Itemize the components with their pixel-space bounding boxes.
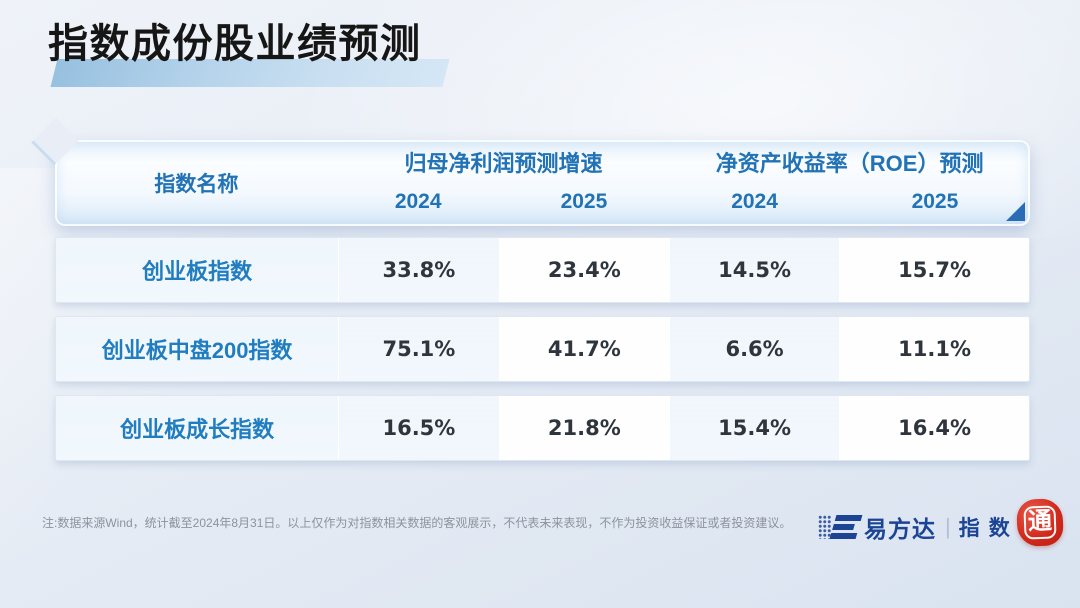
brand-name: 易方达 xyxy=(864,516,936,542)
brand-logo: 易方达 | 指数 通 xyxy=(818,498,1064,547)
cell-value: 15.7% xyxy=(898,258,972,282)
page-title: 指数成份股业绩预测 xyxy=(48,22,422,66)
cell-value: 14.5% xyxy=(718,258,792,282)
cell-value: 15.4% xyxy=(718,416,792,440)
background-diagonal-band xyxy=(0,168,438,608)
index-name: 创业板指数 xyxy=(142,259,253,284)
data-source-footnote: 注:数据来源Wind，统计截至2024年8月31日。以上仅作为对指数相关数据的客… xyxy=(42,516,792,530)
cell-value: 16.5% xyxy=(382,416,456,440)
cell-value: 11.1% xyxy=(898,337,972,361)
column-header-index-name: 指数名称 xyxy=(154,173,239,196)
column-header-year: 2024 xyxy=(731,190,778,213)
table-row: 创业板成长指数 16.5% 21.8% 15.4% 16.4% xyxy=(55,395,1030,461)
index-name: 创业板成长指数 xyxy=(120,417,275,442)
efund-logo-icon xyxy=(818,515,863,539)
cell-value: 23.4% xyxy=(547,258,621,282)
header-corner-triangle-icon xyxy=(1006,202,1025,221)
table-header: 指数名称 归母净利润预测增速 净资产收益率（ROE）预测 2024 2025 2… xyxy=(31,117,1030,226)
table-row: 创业板中盘200指数 75.1% 41.7% 6.6% 11.1% xyxy=(55,316,1030,382)
cell-value: 41.7% xyxy=(547,337,621,361)
logo-divider: | xyxy=(945,514,951,539)
cell-value: 21.8% xyxy=(547,416,621,440)
column-header-year: 2024 xyxy=(394,190,442,213)
e-letter-icon xyxy=(829,515,863,539)
column-header-year: 2025 xyxy=(911,190,959,213)
column-header-year: 2025 xyxy=(560,190,608,213)
seal-character: 通 xyxy=(1023,505,1057,540)
column-group-net-profit-growth: 归母净利润预测增速 xyxy=(404,151,603,176)
halftone-dots-icon xyxy=(818,515,831,539)
cell-value: 16.4% xyxy=(898,416,972,440)
index-name: 创业板中盘200指数 xyxy=(101,338,293,363)
cell-value: 33.8% xyxy=(382,258,456,282)
table-row: 创业板指数 33.8% 23.4% 14.5% 15.7% xyxy=(55,237,1030,303)
seal-icon: 通 xyxy=(1015,498,1064,547)
title-block: 指数成份股业绩预测 xyxy=(48,22,450,87)
product-name: 指数 xyxy=(958,517,1019,540)
cell-value: 75.1% xyxy=(382,337,456,361)
cell-value: 6.6% xyxy=(725,337,784,361)
column-group-roe-forecast: 净资产收益率（ROE）预测 xyxy=(715,151,984,176)
